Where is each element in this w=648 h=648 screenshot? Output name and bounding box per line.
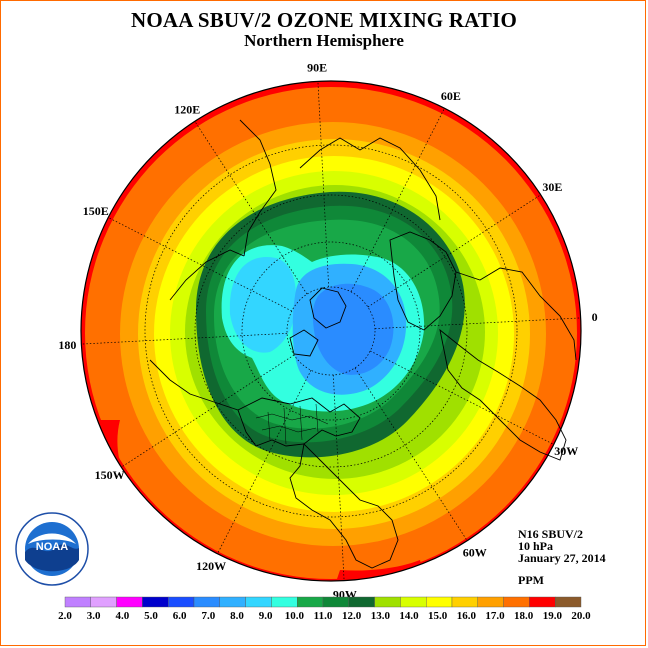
meridian-line [81,332,288,345]
map-subtitle: Northern Hemisphere [244,31,404,50]
legend-label: 18.0 [514,610,534,622]
legend-label: 13.0 [371,610,391,622]
noaa-logo: NOAA [15,512,89,586]
longitude-label: 150W [95,468,125,482]
legend-swatch [555,596,582,608]
latitude-circles [144,144,518,518]
color-legend: 2.0 3.0 4.0 5.0 6.0 7.0 8.0 9.0 10.0 11.0 12.0 13.0… [58,596,591,622]
legend-label: 3.0 [87,610,101,622]
meridian-line [354,367,468,541]
date-label: January 27, 2014 [518,551,606,565]
meridian-line [370,350,554,445]
legend-label: 5.0 [144,610,158,622]
legend-label: 6.0 [173,610,187,622]
legend-swatch [477,596,504,608]
meridian-line [108,217,292,312]
longitude-label: 90E [307,60,327,74]
meridian-line [367,194,541,308]
legend-label: 14.0 [399,610,419,622]
longitude-label: 180 [58,338,76,352]
map-boundary [80,80,582,582]
legend-swatch [529,596,556,608]
meridian-line [194,121,308,295]
longitude-label: 60E [441,89,461,103]
meridian-lines [81,81,581,581]
state-boundaries [255,403,329,445]
legend-swatch [297,596,324,608]
legend-swatch [219,596,246,608]
legend-swatch [322,596,349,608]
legend-label: 9.0 [259,610,273,622]
legend-swatch [271,596,298,608]
meridian-line [374,317,581,330]
legend-swatch [90,596,117,608]
legend-swatch [348,596,375,608]
longitude-label: 60W [463,545,487,559]
legend-label: 19.0 [543,610,563,622]
legend-swatch [167,596,195,608]
longitude-label: 0 [592,310,598,324]
legend-swatch [451,596,478,608]
longitude-label: 30W [554,444,578,458]
pressure-level-label: 10 hPa [518,539,554,553]
legend-label: 15.0 [428,610,448,622]
legend-label: 2.0 [58,610,72,622]
legend-swatch [245,596,272,608]
instrument-label: N16 SBUV/2 [518,527,584,541]
legend-label: 7.0 [201,610,215,622]
meridian-line [217,370,312,554]
meridian-line [350,108,445,292]
longitude-label: 150E [83,204,109,218]
map-title: NOAA SBUV/2 OZONE MIXING RATIO [131,8,517,32]
longitude-label: 30E [542,180,562,194]
units-label: PPM [518,573,544,587]
legend-swatch [374,596,401,608]
meridian-line [317,81,330,288]
legend-label: 8.0 [230,610,244,622]
ozone-field [81,81,581,581]
legend-swatch [503,596,530,608]
logo-text: NOAA [36,541,68,553]
legend-swatch [193,596,220,608]
legend-label: 4.0 [115,610,129,622]
meridian-line [332,374,345,581]
legend-swatch [142,596,169,608]
legend-label: 10.0 [285,610,305,622]
meridian-line [121,354,295,468]
legend-label: 20.0 [571,610,591,622]
coastlines [149,119,577,569]
legend-label: 11.0 [314,610,333,622]
legend-swatch [116,596,143,608]
legend-label: 16.0 [457,610,477,622]
legend-label: 17.0 [485,610,505,622]
legend-label: 12.0 [342,610,362,622]
legend-swatch [64,596,91,608]
longitude-label: 120E [174,103,200,117]
legend-swatch [426,596,453,608]
longitude-label: 120W [196,559,226,573]
legend-swatch [400,596,427,608]
